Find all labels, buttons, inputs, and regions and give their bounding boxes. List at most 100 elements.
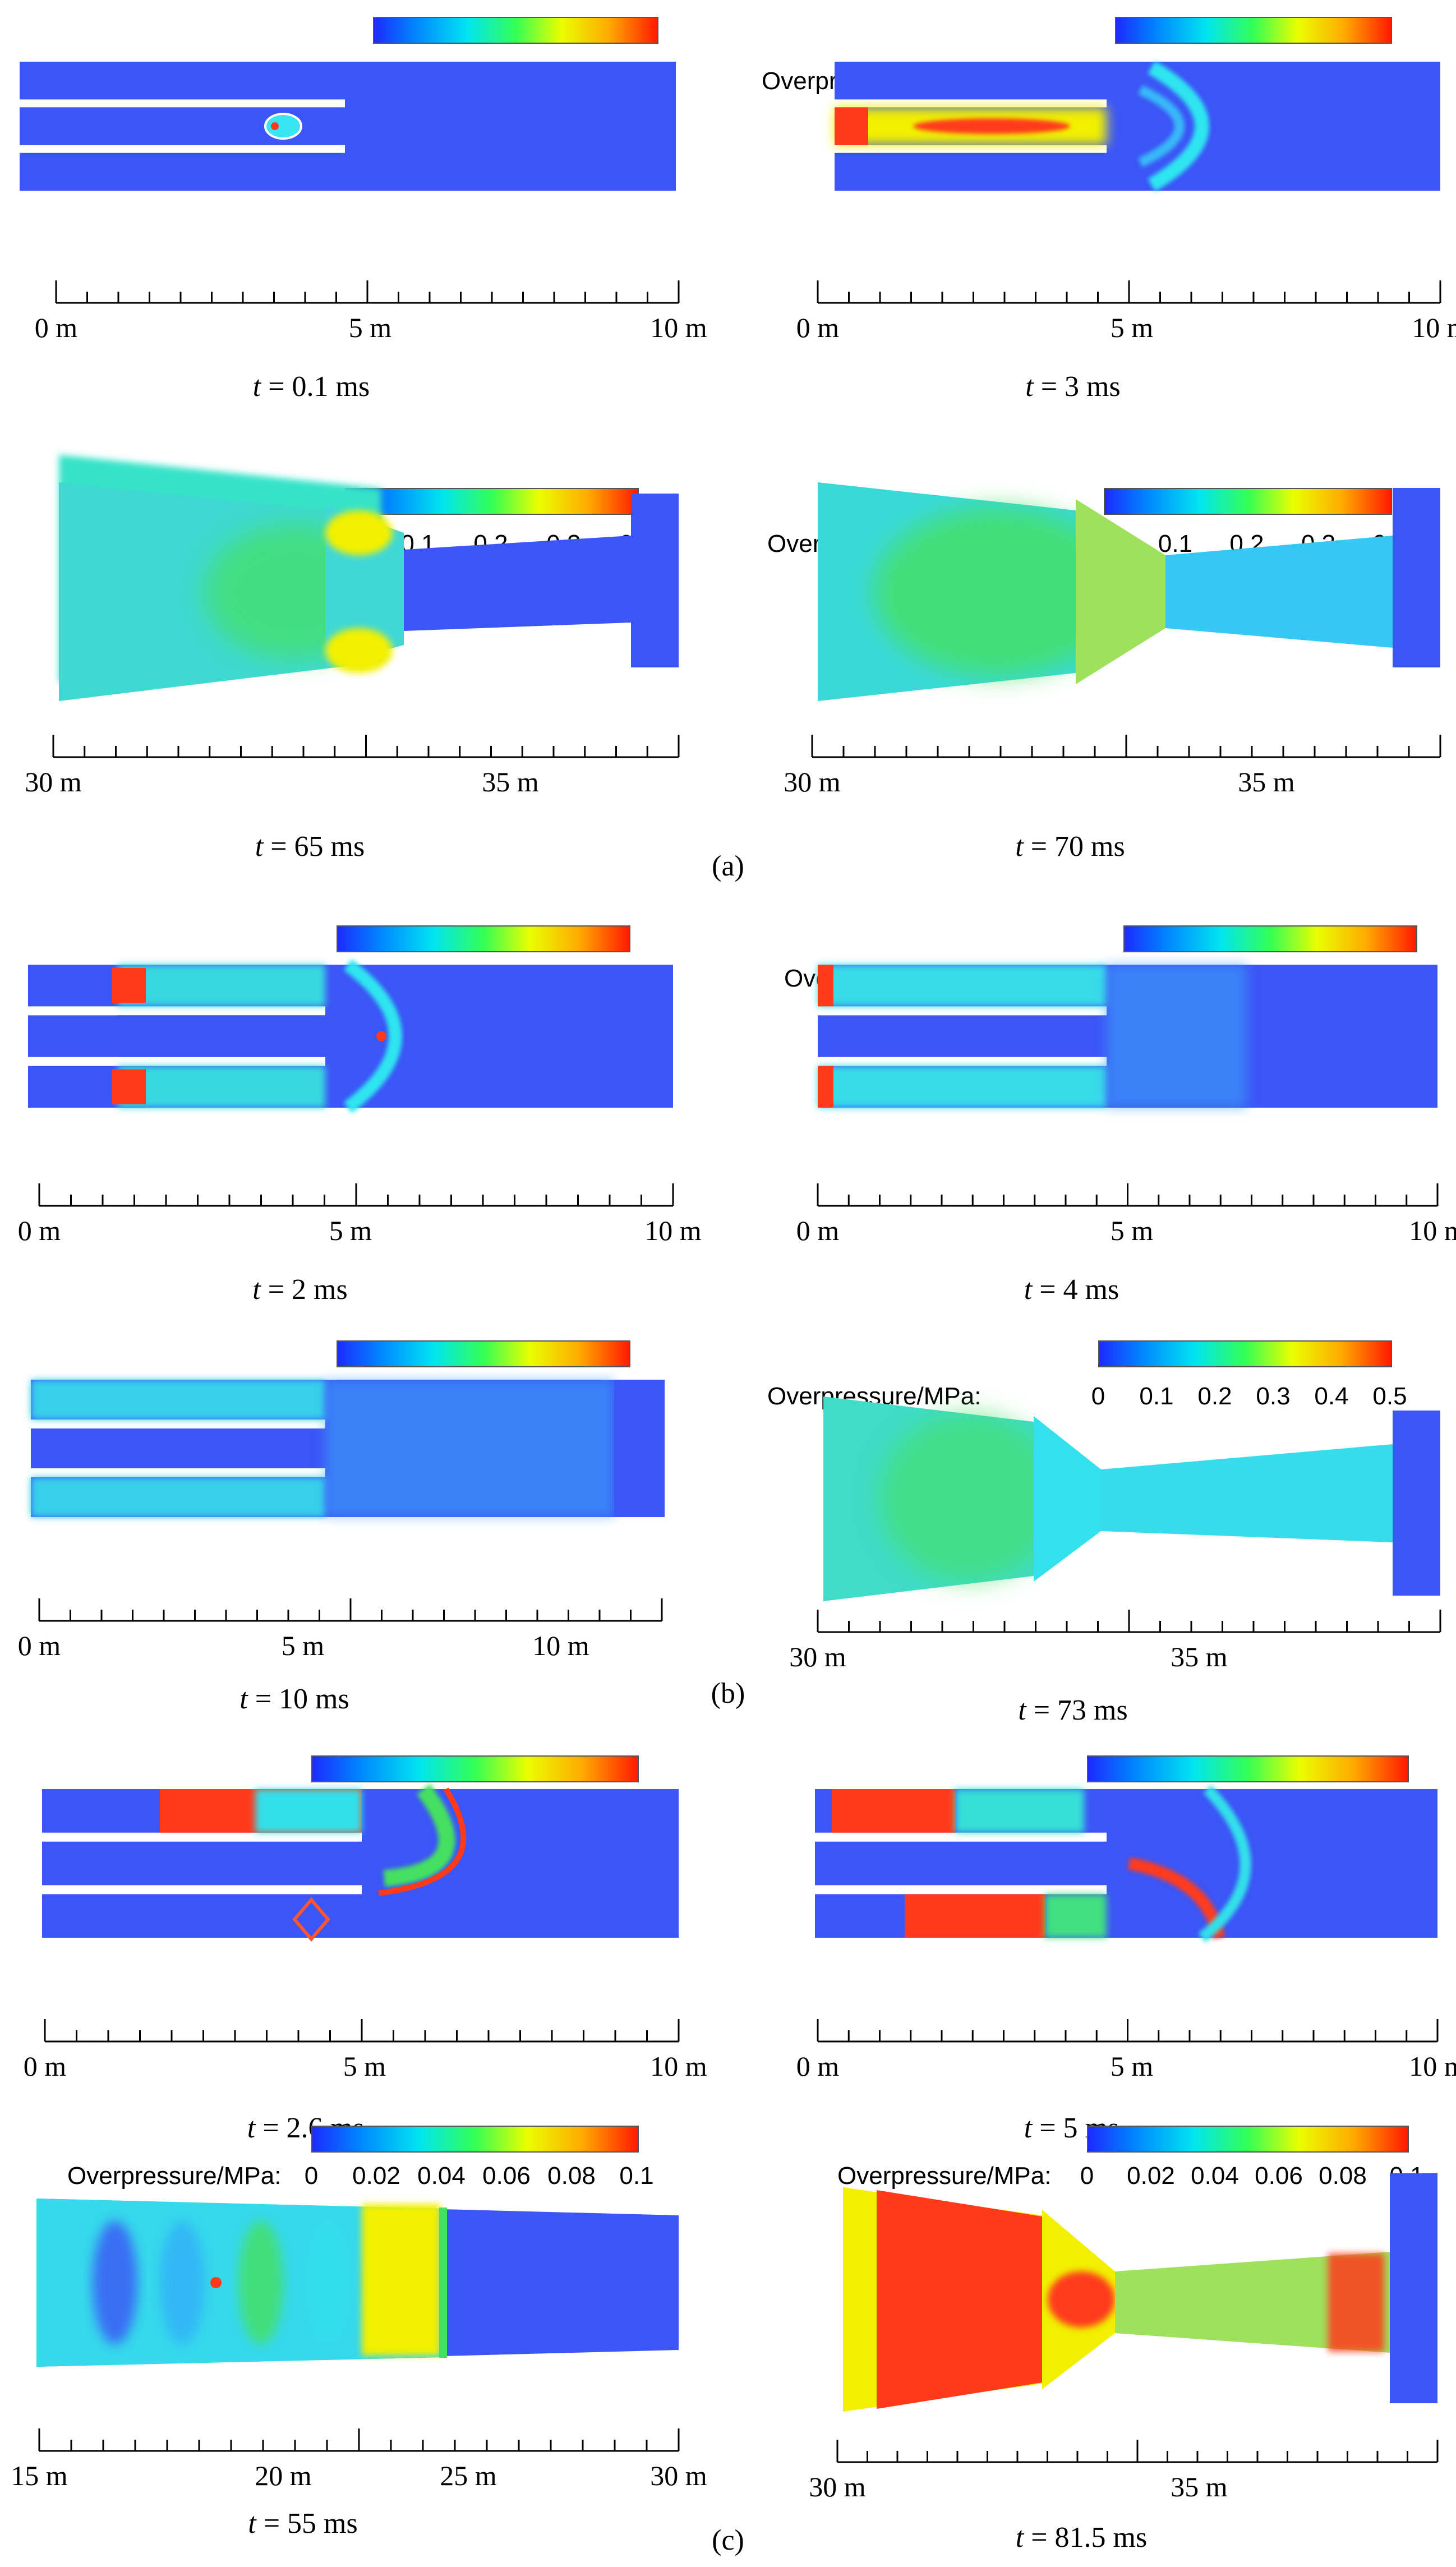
time-symbol: t <box>1024 2112 1033 2144</box>
time-equals: = <box>247 1683 279 1715</box>
colorbar-tick: 0.02 <box>1127 2162 1175 2190</box>
panel-c2: Overpressure/MPa:00.020.040.060.080.10 m… <box>728 1705 1456 2144</box>
time-label: t = 73 ms <box>1018 1694 1127 1727</box>
ruler-label: 0 m <box>23 2050 67 2082</box>
panel-a1: Overpressure/MPa:036912150 m5 m10 mt = 0… <box>0 0 728 426</box>
time-symbol: t <box>1024 1274 1033 1306</box>
pressure-field <box>31 1380 665 1622</box>
time-equals: = <box>1032 1274 1063 1306</box>
ruler-label: 0 m <box>17 1215 61 1246</box>
time-symbol: t <box>1025 371 1034 403</box>
colorbar-tick: 0.08 <box>1319 2162 1367 2190</box>
time-equals: = <box>1026 1694 1058 1726</box>
colorbar-tick: 0 <box>304 2162 319 2190</box>
ruler-label: 5 m <box>343 2050 386 2082</box>
ruler-label: 30 m <box>809 2471 866 2503</box>
distance-ruler <box>38 1598 663 1622</box>
ruler-label: 5 m <box>329 1215 372 1246</box>
ruler-label: 0 m <box>796 312 840 343</box>
time-symbol: t <box>248 2508 256 2540</box>
ruler-label: 30 m <box>25 766 82 798</box>
ruler-label: 10 m <box>1409 2050 1456 2082</box>
colorbar-tick: 0 <box>1080 2162 1094 2190</box>
colorbar-tick: 0.04 <box>1191 2162 1239 2190</box>
time-value: 70 ms <box>1054 831 1125 863</box>
panel-a2: Overpressure/MPa:00.10.20.30.40 m5 m10 m… <box>728 0 1456 426</box>
ruler-label: 10 m <box>644 1215 702 1246</box>
panel-b2: Overpressure/MPa:00.10.20.30.40.50 m5 m1… <box>728 903 1456 1329</box>
colorbar-tick: 0.5 <box>1372 1382 1407 1410</box>
colorbar <box>373 17 658 44</box>
time-value: 4 ms <box>1063 1274 1119 1306</box>
ruler-label: 5 m <box>348 312 392 343</box>
time-label: t = 10 ms <box>239 1683 349 1716</box>
time-equals: = <box>260 1274 292 1306</box>
ruler-label: 30 m <box>784 766 841 798</box>
pressure-field <box>20 62 680 304</box>
panel-a3: Overpressure/MPa:00.10.20.30.430 m35 mt … <box>0 426 728 863</box>
ruler-label: 5 m <box>281 1630 325 1661</box>
colorbar <box>1087 1755 1409 1782</box>
colorbar <box>311 1755 639 1782</box>
ruler-label: 0 m <box>796 1215 840 1246</box>
colorbar <box>337 925 630 952</box>
colorbar <box>1087 2126 1409 2153</box>
colorbar-tick: 0.04 <box>417 2162 466 2190</box>
ruler-label: 35 m <box>482 766 539 798</box>
distance-ruler <box>38 1183 674 1207</box>
colorbar <box>1115 17 1392 44</box>
ruler-label: 0 m <box>34 312 78 343</box>
time-equals: = <box>1023 831 1055 863</box>
distance-ruler <box>817 2019 1439 2043</box>
time-equals: = <box>1024 2522 1055 2554</box>
colorbar-label: Overpressure/MPa: <box>67 2162 282 2190</box>
pressure-field <box>52 455 680 758</box>
time-value: 55 ms <box>287 2508 358 2540</box>
time-label: t = 81.5 ms <box>1016 2521 1147 2554</box>
time-label: t = 70 ms <box>1015 830 1125 863</box>
ruler-label: 35 m <box>1171 2471 1228 2503</box>
time-label: t = 55 ms <box>248 2507 357 2540</box>
colorbar-tick: 0.02 <box>352 2162 400 2190</box>
ruler-label: 30 m <box>650 2460 707 2491</box>
time-symbol: t <box>1015 831 1024 863</box>
pressure-field <box>811 482 1441 758</box>
ruler-label: 10 m <box>532 1630 589 1661</box>
subfigure-label: (b) <box>711 1677 745 1709</box>
ruler-label: 35 m <box>1238 766 1295 798</box>
time-symbol: t <box>252 371 261 403</box>
panel-a4: Overpressure/MPa:00.10.20.30.430 m35 mt … <box>728 426 1456 863</box>
time-value: 10 ms <box>279 1683 349 1715</box>
time-value: 65 ms <box>294 831 365 863</box>
time-equals: = <box>1032 2112 1063 2144</box>
colorbar <box>1123 925 1417 952</box>
ruler-label: 30 m <box>789 1641 846 1672</box>
pressure-field <box>28 959 674 1207</box>
ruler-label: 5 m <box>1110 312 1154 343</box>
colorbar <box>345 488 639 515</box>
distance-ruler <box>817 1183 1439 1207</box>
time-label: t = 4 ms <box>1024 1273 1119 1306</box>
ruler-label: 25 m <box>440 2460 497 2491</box>
time-symbol: t <box>1015 2522 1024 2554</box>
pressure-field <box>817 1397 1441 1633</box>
panel-c4: Overpressure/MPa:00.020.040.060.080.130 … <box>728 2126 1456 2554</box>
ruler-label: 10 m <box>1409 1215 1456 1246</box>
time-value: 81.5 ms <box>1054 2522 1148 2554</box>
distance-ruler <box>55 280 680 304</box>
time-equals: = <box>261 371 292 403</box>
subfigure-label: (c) <box>712 2524 744 2556</box>
time-equals: = <box>1033 371 1065 403</box>
colorbar-tick: 0.06 <box>1255 2162 1303 2190</box>
colorbar-tick: 0.1 <box>1139 1382 1174 1410</box>
panel-b4: Overpressure/MPa: 0 0.1 0.2 0.3 0.4 0.5 30 m 35 … <box>728 1307 1456 1733</box>
subfigure-label: (a) <box>712 850 744 882</box>
time-symbol: t <box>1018 1694 1026 1726</box>
distance-ruler <box>38 2428 680 2452</box>
ruler-label: 15 m <box>11 2460 68 2491</box>
time-value: 2 ms <box>292 1274 348 1306</box>
time-symbol: t <box>239 1683 248 1715</box>
time-equals: = <box>256 2508 288 2540</box>
ruler-label: 20 m <box>255 2460 312 2491</box>
time-value: 0.1 ms <box>292 371 370 403</box>
